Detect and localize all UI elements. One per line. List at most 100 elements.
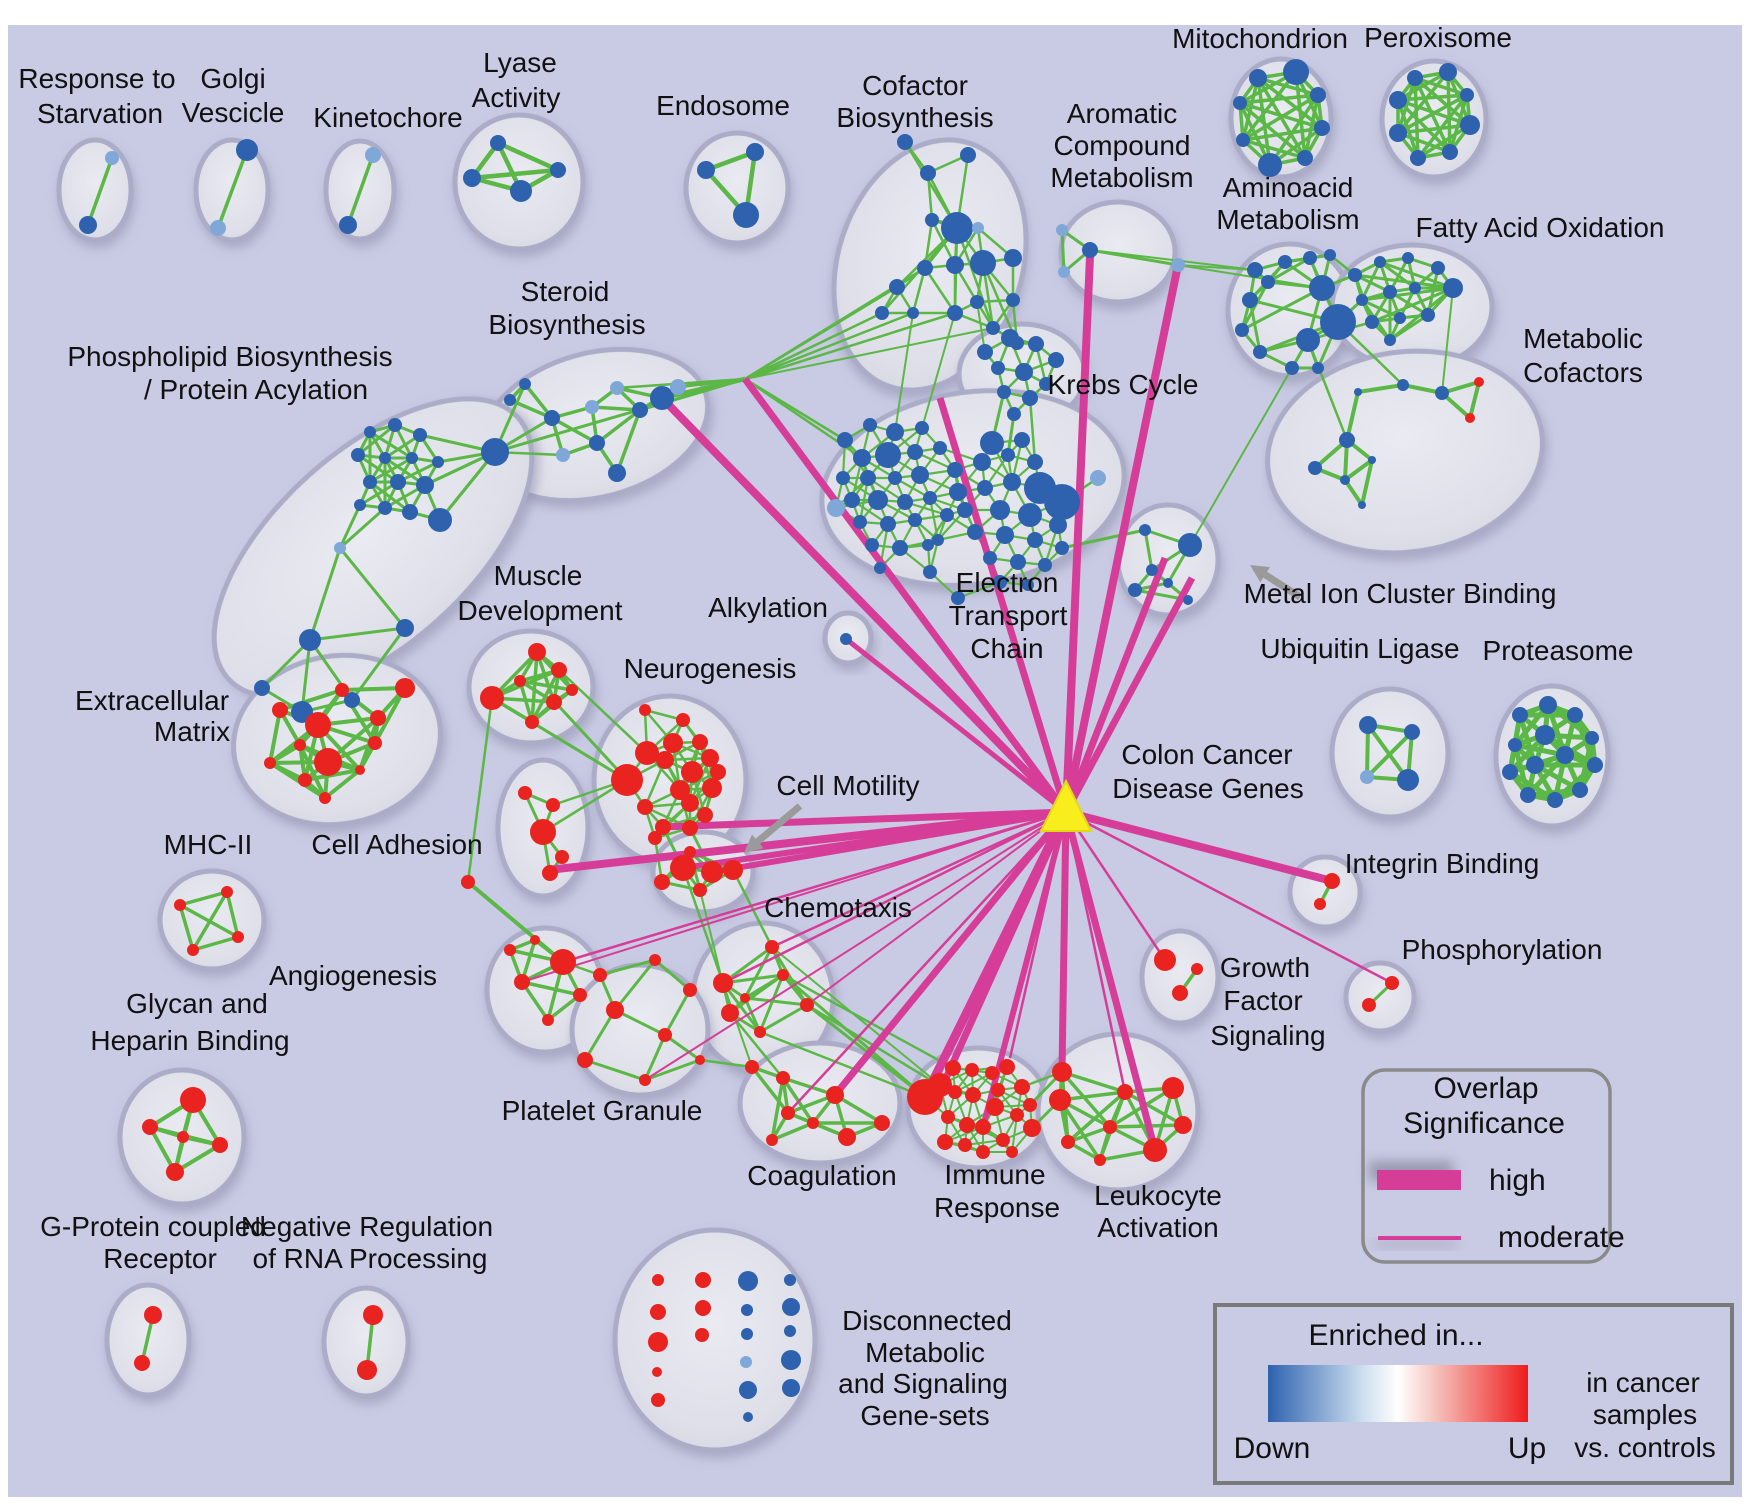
edge-fatty-acid-oxidation: [1371, 286, 1454, 324]
high-label: high: [1489, 1164, 1546, 1197]
gene-set-node-leukocyte-activation: [1174, 1116, 1192, 1134]
gene-set-node-electron-transport-chain: [865, 538, 879, 552]
edge-muscle-development: [530, 669, 561, 723]
gene-set-node-electron-transport-chain: [868, 490, 888, 510]
gene-set-node-cofactor-biosynthesis: [875, 306, 889, 320]
gene-set-node-coagulation: [874, 1115, 890, 1131]
gene-set-node-cell-adhesion: [518, 786, 532, 800]
edge-electron-transport-chain: [957, 580, 1001, 600]
edge-platelet-granule: [614, 1008, 666, 1037]
gene-set-node-leukocyte-activation: [1094, 1154, 1106, 1166]
gene-set-node-aminoacid-metabolism: [1309, 275, 1335, 301]
gene-set-node-proteasome: [1567, 707, 1583, 723]
label-metal-ion-cluster-binding-line0: Metal Ion Cluster Binding: [1244, 578, 1557, 609]
gene-set-node-metabolic-cofactors: [1340, 475, 1350, 485]
gene-set-node-platelet-granule: [606, 1001, 624, 1019]
label-extracellular-matrix-line0: Extracellular: [75, 685, 229, 716]
gene-set-node-metabolic-cofactors: [1339, 432, 1355, 448]
gene-set-node-aminoacid-metabolism: [1296, 328, 1320, 352]
gene-set-node-steroid-biosynthesis: [556, 448, 570, 462]
edge-peroxisome: [1414, 76, 1468, 97]
overlap-edge-high: [1062, 556, 1169, 814]
cluster-ellipse-phosphorylation: [1343, 960, 1417, 1034]
gene-set-node-g-protein-coupled-receptor: [134, 1355, 150, 1371]
gene-set-node-cofactor-biosynthesis: [1004, 249, 1022, 267]
gene-set-node-cofactor-biosynthesis: [986, 321, 1000, 335]
gene-set-node-fatty-acid-oxidation: [1421, 308, 1435, 322]
overlap-edge-moderate: [562, 810, 1067, 964]
gene-set-node-electron-transport-chain: [915, 421, 929, 435]
gene-set-node-electron-transport-chain: [1055, 541, 1069, 555]
gene-set-node-steroid-biosynthesis: [504, 394, 516, 406]
gene-set-node-aminoacid-metabolism: [1253, 345, 1267, 359]
gene-set-node-mhc-ii: [187, 944, 199, 956]
edge-mitochondrion: [1241, 77, 1260, 141]
label-g-protein-coupled-receptor-line1: Receptor: [103, 1243, 217, 1274]
gene-set-node-mhc-ii: [232, 931, 244, 943]
inter-cluster-edge: [894, 312, 914, 433]
enrichment-colorbar: [1268, 1365, 1528, 1422]
gene-set-node-metal-ion-cluster-binding: [1128, 583, 1142, 597]
edge-aromatic-compound-metabolism: [1089, 248, 1179, 267]
gene-set-node-immune-response: [959, 1117, 975, 1133]
edge-coagulation: [771, 1121, 814, 1142]
gene-set-node-electron-transport-chain: [897, 494, 913, 510]
gene-set-node-immune-response: [965, 1087, 981, 1103]
label-aromatic-compound-metabolism-line0: Aromatic: [1067, 98, 1177, 129]
gene-set-node-phosphorylation: [1362, 998, 1376, 1012]
edge-phospholipid-biosynthesis: [369, 456, 413, 484]
gene-set-node-phospholipid-biosynthesis: [390, 474, 406, 490]
label-electron-transport-chain-line2: Chain: [970, 633, 1043, 664]
gene-set-node-cofactor-biosynthesis: [946, 256, 964, 274]
gene-set-node-metal-ion-cluster-binding: [1146, 564, 1158, 576]
gene-set-node-steroid-biosynthesis: [585, 400, 599, 414]
gene-set-node-electron-transport-chain: [977, 480, 993, 496]
gene-set-node-integrin-binding: [1314, 898, 1326, 910]
edge-mhc-ii: [192, 935, 239, 952]
label-phospholipid-biosynthesis-line1: / Protein Acylation: [144, 374, 368, 405]
edge-extracellular-matrix: [373, 687, 407, 744]
overlap-edge-high: [1062, 264, 1182, 813]
gene-set-node-mhc-ii: [221, 886, 233, 898]
gene-set-node-disconnected-gene-sets: [648, 1332, 668, 1352]
overlap-legend-title-line0: Overlap: [1433, 1072, 1538, 1105]
gene-set-node-metabolic-cofactors: [1308, 461, 1322, 475]
gene-set-node-electron-transport-chain: [923, 565, 937, 579]
gene-set-node-muscle-development: [551, 662, 567, 678]
gene-set-node-endosome: [733, 202, 759, 228]
gene-set-node-glycan-heparin-binding: [180, 1087, 206, 1113]
inter-cluster-edge: [771, 946, 941, 1086]
edge-extracellular-matrix: [279, 688, 343, 712]
label-lyase-activity-line1: Activity: [472, 82, 561, 113]
label-kinetochore-line0: Kinetochore: [313, 102, 462, 133]
gene-set-node-disconnected-gene-sets: [695, 1300, 711, 1316]
overlap-edge-moderate: [787, 811, 1067, 1114]
edge-extracellular-matrix: [341, 686, 406, 692]
gene-set-node-extracellular-matrix: [314, 748, 342, 776]
gene-set-node-electron-transport-chain: [875, 442, 901, 468]
edge-cofactor-biosynthesis: [923, 267, 957, 314]
edge-fatty-acid-oxidation: [1354, 273, 1454, 290]
gene-set-node-aminoacid-metabolism: [1278, 255, 1292, 269]
gene-set-node-aminoacid-metabolism: [1285, 361, 1299, 375]
overlap-edge-high: [1064, 808, 1334, 885]
edge-metabolic-cofactors: [1345, 391, 1360, 441]
gene-set-node-electron-transport-chain: [1018, 503, 1042, 527]
gene-set-node-krebs-cycle: [1007, 407, 1021, 421]
gene-set-node-lyase-activity: [510, 180, 532, 202]
edge-platelet-granule: [613, 959, 657, 1011]
edge-metal-ion-cluster-binding: [1143, 529, 1154, 571]
gene-set-node-electron-transport-chain: [880, 516, 896, 532]
gene-set-node-steroid-biosynthesis: [670, 379, 686, 395]
inter-cluster-edge: [494, 377, 746, 454]
gene-set-node-metal-ion-cluster-binding: [1139, 524, 1151, 536]
gene-set-node-disconnected-gene-sets: [782, 1298, 800, 1316]
gene-set-node-immune-response: [1023, 1119, 1041, 1137]
label-aromatic-compound-metabolism-line1: Compound: [1054, 130, 1191, 161]
gene-set-node-fatty-acid-oxidation: [1431, 261, 1445, 275]
gene-set-node-phospholipid-biosynthesis: [413, 428, 427, 442]
gene-set-node-phosphorylation: [1385, 976, 1399, 990]
edge-aminoacid-metabolism: [1267, 256, 1311, 284]
edge-metabolic-cofactors: [1360, 459, 1374, 506]
